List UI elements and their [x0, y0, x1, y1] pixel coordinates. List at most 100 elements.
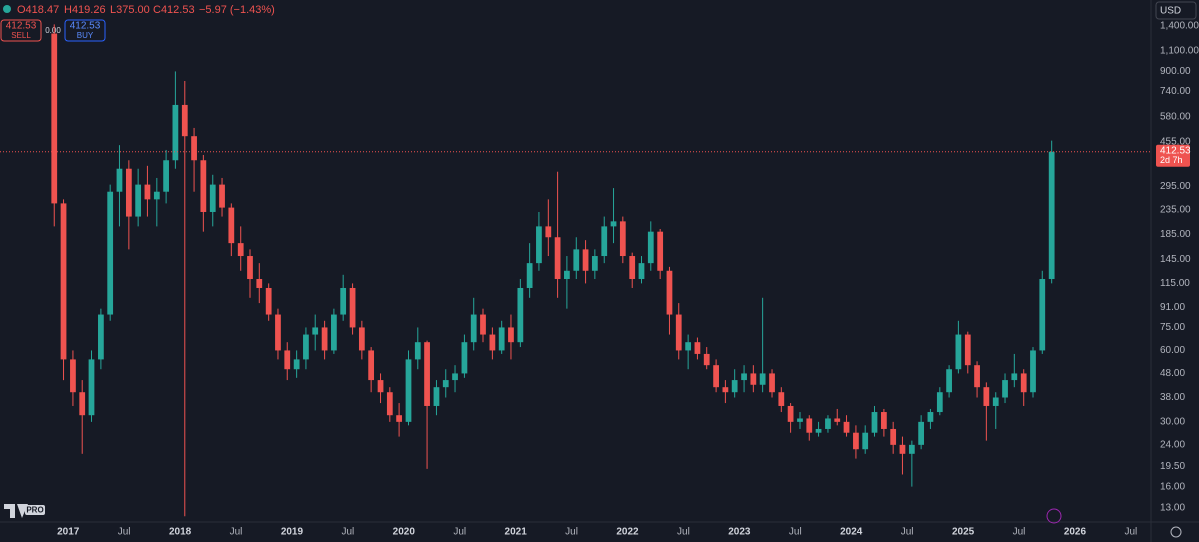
- candle-body: [946, 369, 952, 393]
- candle-body: [228, 207, 235, 244]
- y-tick-label: 295.00: [1160, 181, 1191, 192]
- candle-body: [508, 327, 514, 343]
- x-tick-label: Jul: [565, 527, 578, 538]
- candle-body: [1048, 151, 1055, 280]
- candle-body: [647, 231, 654, 264]
- y-tick-label: 75.00: [1160, 322, 1185, 333]
- candles: [51, 24, 1055, 517]
- y-tick-label: 91.00: [1160, 302, 1185, 313]
- candle-body: [452, 373, 458, 381]
- buy-label[interactable]: BUY: [77, 31, 94, 40]
- x-tick-label: 2022: [616, 527, 639, 538]
- sell-button[interactable]: [0, 19, 42, 42]
- legend-low: L375.00: [110, 4, 150, 16]
- x-tick-label: Jul: [1124, 527, 1137, 538]
- candle-body: [936, 392, 943, 413]
- candle-body: [964, 334, 971, 366]
- x-tick-label: 2018: [169, 527, 192, 538]
- candle-body: [759, 373, 766, 385]
- last-price-label: 412.53: [1160, 145, 1191, 156]
- x-tick-label: 2025: [952, 527, 975, 538]
- candle-body: [722, 387, 729, 393]
- x-tick-label: Jul: [677, 527, 690, 538]
- candle-body: [51, 33, 58, 204]
- candle-body: [517, 287, 524, 343]
- logo-badge-bg: [25, 505, 45, 515]
- currency-button[interactable]: [1155, 1, 1197, 20]
- last-price-tag: [1156, 144, 1190, 167]
- candle-body: [265, 287, 272, 315]
- countdown: 2d 7h: [1160, 155, 1183, 165]
- x-tick-label: Jul: [118, 527, 131, 538]
- settings-icon[interactable]: [1170, 526, 1182, 538]
- candle-body: [107, 191, 114, 315]
- y-tick-label: 24.00: [1160, 439, 1185, 450]
- x-tick-label: Jul: [230, 527, 243, 538]
- candle-body: [601, 226, 608, 257]
- candle-body: [414, 342, 421, 360]
- x-tick-label: Jul: [901, 527, 914, 538]
- candle-body: [368, 350, 375, 381]
- x-tick-label: Jul: [1013, 527, 1026, 538]
- candle-body: [191, 136, 197, 161]
- candle-body: [908, 444, 915, 454]
- candle-body: [480, 314, 486, 335]
- candle-body: [219, 184, 225, 208]
- candle-body: [862, 432, 869, 450]
- candle-body: [694, 342, 701, 354]
- buy-price[interactable]: 412.53: [70, 21, 101, 32]
- spread: 0.00: [45, 26, 61, 35]
- y-tick-label: 13.00: [1160, 503, 1185, 514]
- candle-body: [433, 387, 440, 406]
- candle-body: [1011, 373, 1018, 381]
- candle-body: [321, 327, 328, 351]
- y-tick-label: 48.00: [1160, 368, 1185, 379]
- logo: PRO: [4, 504, 45, 518]
- candle-body: [787, 405, 794, 422]
- y-tick-label: 185.00: [1160, 229, 1191, 240]
- candle-body: [153, 191, 160, 200]
- candle-body: [135, 184, 142, 217]
- candle-body: [331, 314, 337, 351]
- x-tick-label: Jul: [453, 527, 466, 538]
- candle-body: [545, 226, 552, 238]
- candle-body: [424, 342, 430, 406]
- candle-body: [396, 415, 402, 422]
- currency[interactable]: USD: [1160, 6, 1181, 17]
- candle-body: [619, 221, 626, 257]
- candle-body: [312, 327, 319, 335]
- candle-body: [461, 342, 468, 374]
- buy-button[interactable]: [64, 19, 106, 42]
- candle-body: [303, 334, 309, 360]
- x-tick-label: 2017: [57, 527, 80, 538]
- candle-body: [713, 365, 719, 388]
- candle-body: [349, 287, 356, 328]
- candle-body: [825, 418, 831, 429]
- event-icon[interactable]: [1046, 508, 1062, 524]
- candle-body: [778, 392, 785, 406]
- y-tick-label: 38.00: [1160, 392, 1185, 403]
- sell-price[interactable]: 412.53: [6, 21, 37, 32]
- candle-body: [573, 249, 580, 271]
- candle-body: [890, 428, 897, 445]
- candle-body: [554, 237, 561, 280]
- y-tick-label: 30.00: [1160, 416, 1185, 427]
- candle-body: [703, 353, 710, 366]
- candle-body: [60, 203, 67, 360]
- candle-body: [172, 104, 179, 161]
- y-tick-label: 115.00: [1160, 278, 1190, 289]
- legend-close: C412.53: [153, 4, 195, 16]
- candle-body: [1002, 380, 1008, 398]
- sell-label[interactable]: SELL: [11, 31, 31, 40]
- candle-body: [498, 327, 505, 351]
- candle-body: [955, 334, 962, 370]
- candle-body: [881, 412, 887, 429]
- candle-body: [1039, 279, 1046, 351]
- candle-body: [340, 287, 347, 315]
- candle-body: [98, 314, 104, 360]
- legend-high: H419.26: [64, 4, 106, 16]
- x-tick-label: 2024: [840, 527, 863, 538]
- candle-body: [629, 256, 636, 280]
- candle-body: [899, 444, 906, 454]
